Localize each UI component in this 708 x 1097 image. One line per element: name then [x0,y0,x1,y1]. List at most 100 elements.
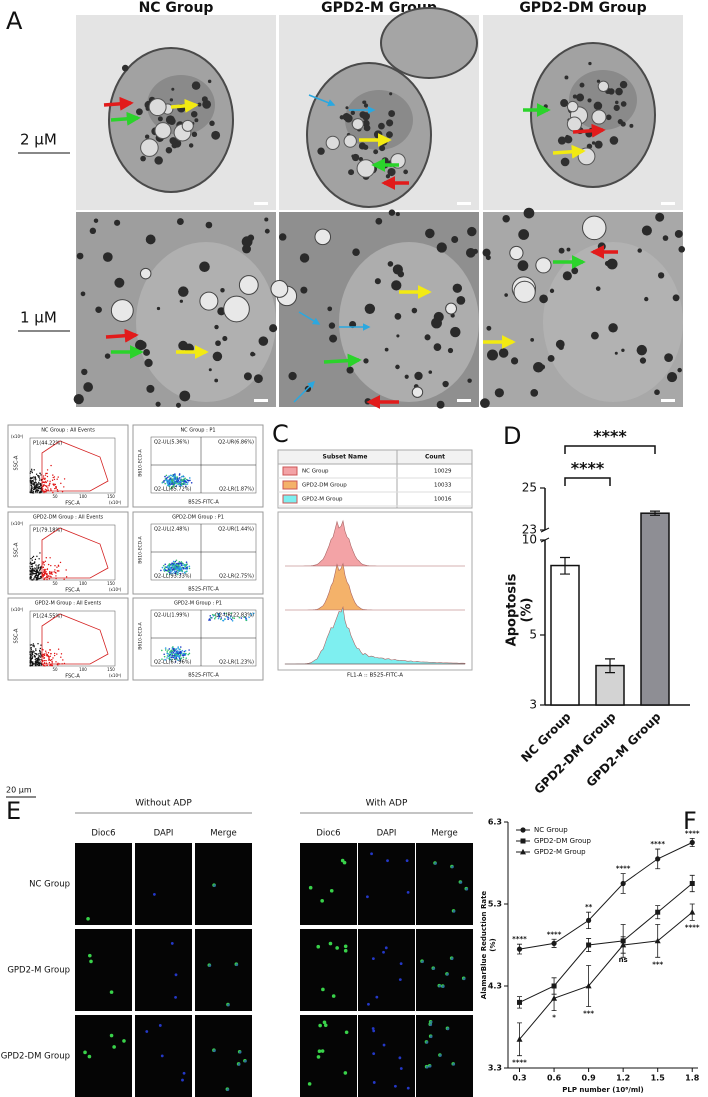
event-dot [43,657,46,659]
vacuole [445,302,458,315]
marker [655,856,661,862]
organelle [451,236,459,243]
event-dot [38,558,40,560]
event-dot [39,577,41,580]
scale-mark [254,399,268,402]
event-dot [178,473,181,475]
event-dot [166,569,168,572]
event-dot [48,572,51,574]
event-dot [44,572,46,575]
event-dot [56,488,59,491]
event-dot [179,658,182,661]
tick-label: 100 [79,494,87,499]
organelle [194,118,199,123]
y-tick-label: 10 [522,533,537,547]
organelle [171,87,175,91]
vacuole [223,295,250,323]
organelle [197,102,202,107]
plot-title: GPD2-DM Group : All Events [33,515,104,521]
event-dot [173,474,175,476]
event-dot [36,566,38,568]
organelle [608,323,618,333]
event-dot [30,647,32,649]
event-dot [52,476,54,479]
event-dot [31,579,33,581]
quadrant-label: Q2-UR(22.83%) [215,613,254,619]
tick-label: 150 [107,494,115,499]
organelle [342,113,351,121]
event-dot [166,484,169,486]
event-dot [217,617,220,620]
event-dot [33,644,35,647]
marker [689,881,695,886]
panel-letter: A [6,7,23,35]
event-dot [175,648,178,650]
event-dot [32,482,34,484]
event-dot [29,653,32,656]
organelle [655,212,665,222]
event-dot [34,476,36,479]
event-dot [34,662,36,665]
event-dot [47,641,49,644]
organelle [220,288,225,293]
event-dot [163,653,165,656]
event-dot [188,477,191,479]
organelle [179,390,191,402]
event-dot [30,470,32,473]
nucleus-signal [459,881,463,884]
event-dot [35,564,37,566]
organelle [386,119,394,127]
fluorescence-image [358,843,415,925]
y-tick-label: 23 [522,523,537,537]
event-dot [35,568,37,570]
organelle [143,349,151,356]
event-dot [177,650,179,653]
histogram [285,605,466,665]
event-dot [46,480,49,482]
organelle [615,87,623,96]
organelle [566,247,571,252]
event-dot [176,482,178,485]
event-dot [178,481,180,484]
event-dot [177,647,179,649]
significance-label: **** [685,829,700,837]
event-dot [243,616,246,618]
tick-label: 50 [52,581,58,586]
event-dot [63,578,65,581]
event-dot [48,485,50,487]
cell-signal [83,1050,87,1055]
nucleus-signal [160,1054,164,1058]
organelle [327,306,333,312]
event-dot [175,655,177,657]
x-axis-label: PLP number (10⁶/ml) [562,1086,644,1094]
event-dot [38,569,41,571]
event-dot [175,479,178,481]
nucleus-signal [174,973,178,977]
event-dot [168,475,170,477]
organelle [102,252,113,262]
event-dot [48,657,50,659]
nucleus-signal [439,1054,442,1057]
organelle [114,219,121,226]
event-dot [43,574,46,576]
organelle [358,142,366,150]
organelle [456,295,466,305]
organelle [525,213,530,217]
event-dot [37,574,40,576]
event-dot [39,472,41,475]
vacuole [270,280,289,298]
tick-label: 50 [52,494,58,499]
event-dot [29,651,31,653]
event-dot [179,569,182,571]
organelle [517,260,529,272]
event-dot [36,663,39,666]
event-dot [29,562,31,564]
organelle [498,348,509,358]
event-dot [38,654,40,657]
significance-label: **** [650,840,665,848]
histogram [285,519,465,567]
table-cell: 10016 [434,497,452,503]
cell-signal [307,1082,312,1086]
event-dot [169,487,172,490]
organelle [346,366,354,374]
